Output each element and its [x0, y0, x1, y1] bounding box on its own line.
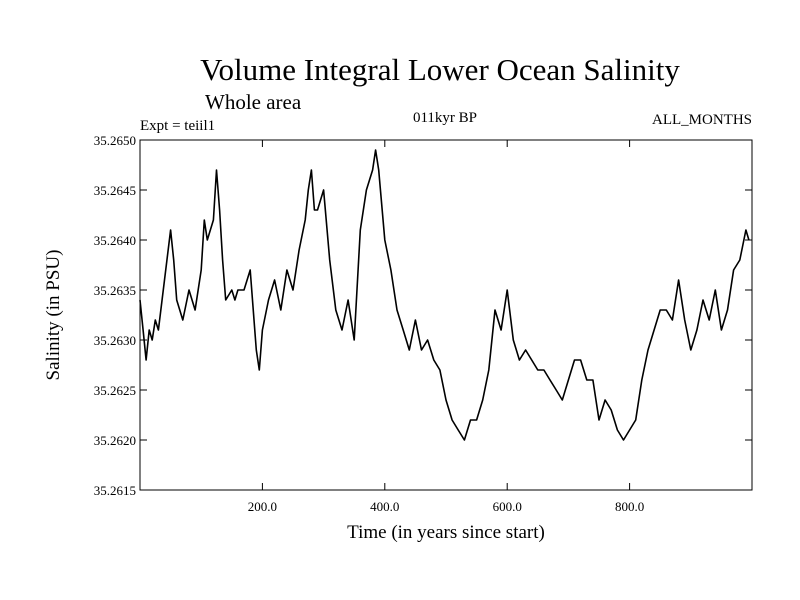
months-label: ALL_MONTHS	[652, 112, 752, 128]
series-line	[139, 149, 750, 441]
plot-frame	[139, 139, 753, 491]
period-label: 011kyr BP	[413, 110, 477, 126]
y-axis-label: Salinity (in PSU)	[43, 250, 64, 381]
y-tick-label: 35.2650	[94, 133, 136, 148]
y-tick-label: 35.2645	[94, 183, 136, 198]
x-tick-label: 600.0	[493, 499, 522, 514]
y-axis: 35.2615 35.2620 35.2625 35.2630 35.2635 35.26…	[94, 133, 752, 498]
experiment-label: Expt = teiil1	[140, 118, 215, 134]
x-tick-label: 200.0	[248, 499, 277, 514]
x-axis-label: Time (in years since start)	[347, 522, 545, 543]
x-tick-label: 800.0	[615, 499, 644, 514]
chart-title: Volume Integral Lower Ocean Salinity	[200, 52, 680, 87]
y-tick-label: 35.2620	[94, 433, 136, 448]
x-axis: 200.0 400.0 600.0 800.0	[248, 140, 644, 514]
y-tick-label: 35.2640	[94, 233, 136, 248]
y-tick-label: 35.2615	[94, 483, 136, 498]
x-tick-label: 400.0	[370, 499, 399, 514]
y-tick-label: 35.2635	[94, 283, 136, 298]
y-tick-label: 35.2625	[94, 383, 136, 398]
y-tick-label: 35.2630	[94, 333, 136, 348]
chart-subtitle: Whole area	[205, 90, 302, 114]
